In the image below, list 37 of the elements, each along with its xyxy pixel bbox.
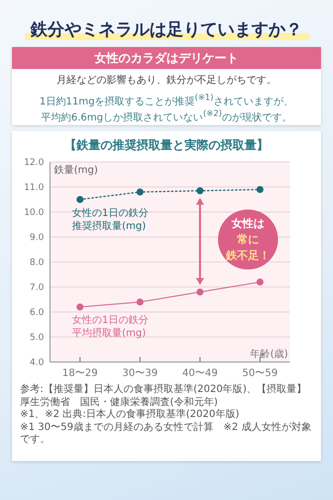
x-tick-label: 50〜59 — [242, 368, 278, 379]
point — [76, 304, 84, 310]
y-tick-label: 4.0 — [30, 358, 44, 368]
point — [136, 188, 144, 196]
y-tick-label: 8.0 — [30, 258, 44, 268]
text: 月経などの影響もあり、鉄分が不足しがちです。 — [56, 74, 278, 88]
text: 女性のカラダはデリケート — [12, 47, 321, 69]
point — [76, 196, 84, 203]
y-tick-label: 10.0 — [24, 208, 44, 218]
point — [136, 298, 144, 306]
y-tick-label: 12.0 — [24, 158, 44, 168]
x-tick-label: 40〜49 — [182, 368, 218, 379]
point — [196, 288, 204, 296]
text: ※1、※2 出典:日本人の食事摂取基準(2020年版) — [20, 409, 240, 422]
y-axis-title: 鉄量(mg) — [54, 165, 98, 177]
annotation: 鉄不足！ — [224, 248, 271, 264]
annotation: 常に — [236, 232, 260, 248]
text: 鉄分やミネラルは足りていますか？ — [24, 20, 308, 40]
y-tick-label: 6.0 — [30, 308, 44, 318]
point — [256, 278, 264, 286]
series-label: 女性の1日の鉄分平均摂取量(mg) — [72, 314, 150, 340]
y-tick-label: 5.0 — [30, 333, 44, 343]
y-tick-label: 11.0 — [24, 183, 44, 193]
x-tick-label: 30〜39 — [122, 368, 158, 379]
chart-title: 【鉄量の推奨摂取量と実際の摂取量】 — [64, 137, 270, 154]
annotation: 女性は — [230, 216, 266, 232]
x-axis-title: 年齢(歳) — [249, 348, 288, 361]
point — [196, 187, 204, 194]
y-tick-label: 9.0 — [30, 233, 44, 243]
x-tick-label: 18〜29 — [62, 368, 98, 379]
point — [256, 186, 264, 193]
text: 参考:【推奨量】日本人の食事摂取基準(2020年版)、【摂取量】厚生労働省 国民・健康栄養調査(令和元年) — [20, 384, 308, 408]
text: ※1 30〜59歳までの月経のある女性で計算 ※2 成人女性が対象です。 — [20, 422, 312, 446]
text: 平均約6.6mgしか摂取されていない$^{(※2)}$のが現状です。 — [40, 107, 293, 126]
y-tick-label: 7.0 — [30, 283, 44, 293]
text: 1日約11mgを摂取することが推奨$^{(※1)}$されていますが、 — [38, 91, 294, 110]
series-label: 女性の1日の鉄分推奨摂取量(mg) — [72, 206, 150, 232]
